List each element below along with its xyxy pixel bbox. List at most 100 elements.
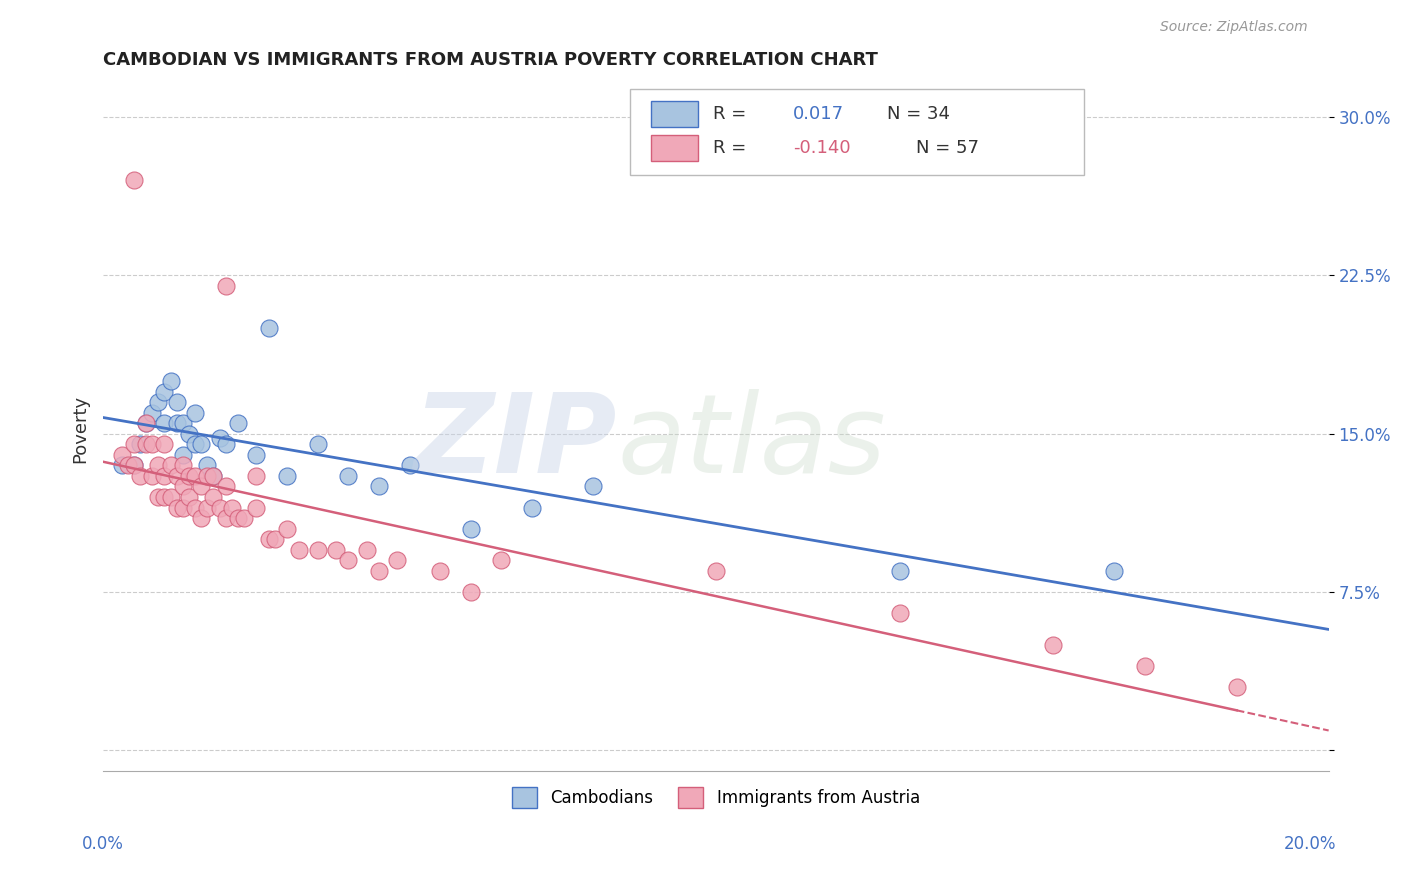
Point: [398, 458, 420, 473]
Point: [184, 469, 207, 483]
Point: [141, 469, 163, 483]
Point: [190, 511, 212, 525]
Text: 20.0%: 20.0%: [1284, 835, 1337, 853]
Point: [704, 564, 727, 578]
Point: [159, 490, 181, 504]
Point: [245, 500, 267, 515]
Point: [221, 500, 243, 515]
Point: [153, 469, 176, 483]
Text: Source: ZipAtlas.com: Source: ZipAtlas.com: [1160, 21, 1308, 34]
Bar: [651, 135, 697, 161]
Point: [128, 469, 150, 483]
Point: [159, 458, 181, 473]
Point: [153, 384, 176, 399]
Point: [460, 585, 482, 599]
Point: [166, 416, 188, 430]
Point: [122, 458, 145, 473]
Point: [226, 511, 249, 525]
Point: [226, 416, 249, 430]
Point: [128, 437, 150, 451]
Point: [520, 500, 543, 515]
Point: [172, 458, 194, 473]
Point: [276, 469, 298, 483]
Point: [166, 395, 188, 409]
Point: [166, 469, 188, 483]
Point: [172, 500, 194, 515]
Point: [184, 437, 207, 451]
Point: [356, 542, 378, 557]
Text: N = 57: N = 57: [915, 139, 979, 157]
Text: 0.017: 0.017: [793, 105, 844, 123]
Text: 0.0%: 0.0%: [82, 835, 124, 853]
Point: [337, 469, 360, 483]
Point: [1102, 564, 1125, 578]
Point: [166, 500, 188, 515]
Point: [337, 553, 360, 567]
Point: [190, 437, 212, 451]
Point: [387, 553, 409, 567]
Point: [325, 542, 347, 557]
Point: [159, 374, 181, 388]
Point: [177, 490, 200, 504]
Point: [1133, 658, 1156, 673]
Point: [276, 522, 298, 536]
Point: [367, 564, 389, 578]
Point: [148, 395, 170, 409]
Point: [215, 511, 238, 525]
Point: [177, 426, 200, 441]
Text: CAMBODIAN VS IMMIGRANTS FROM AUSTRIA POVERTY CORRELATION CHART: CAMBODIAN VS IMMIGRANTS FROM AUSTRIA POV…: [103, 51, 877, 69]
Text: N = 34: N = 34: [887, 105, 950, 123]
Legend: Cambodians, Immigrants from Austria: Cambodians, Immigrants from Austria: [505, 780, 927, 814]
Text: R =: R =: [713, 105, 752, 123]
Point: [257, 321, 280, 335]
Point: [122, 458, 145, 473]
Point: [177, 469, 200, 483]
Point: [172, 479, 194, 493]
Point: [184, 500, 207, 515]
Point: [195, 458, 218, 473]
Text: R =: R =: [713, 139, 752, 157]
Point: [153, 437, 176, 451]
Point: [141, 406, 163, 420]
Point: [202, 469, 225, 483]
Point: [153, 490, 176, 504]
Point: [110, 458, 132, 473]
Point: [1226, 680, 1249, 694]
Point: [110, 448, 132, 462]
Point: [215, 479, 238, 493]
Text: ZIP: ZIP: [415, 389, 617, 496]
Point: [889, 564, 911, 578]
Point: [208, 431, 231, 445]
Point: [122, 437, 145, 451]
Point: [141, 437, 163, 451]
Point: [233, 511, 256, 525]
Point: [135, 416, 157, 430]
Point: [245, 469, 267, 483]
Text: -0.140: -0.140: [793, 139, 851, 157]
Point: [215, 437, 238, 451]
Point: [148, 490, 170, 504]
Y-axis label: Poverty: Poverty: [72, 394, 89, 463]
Point: [153, 416, 176, 430]
Point: [117, 458, 139, 473]
Point: [307, 437, 329, 451]
Point: [889, 606, 911, 620]
Point: [195, 500, 218, 515]
Point: [135, 437, 157, 451]
Point: [184, 406, 207, 420]
Point: [582, 479, 605, 493]
Point: [491, 553, 513, 567]
Point: [208, 500, 231, 515]
Point: [148, 458, 170, 473]
Point: [288, 542, 311, 557]
Point: [460, 522, 482, 536]
Point: [190, 479, 212, 493]
Point: [367, 479, 389, 493]
Point: [195, 469, 218, 483]
Point: [257, 533, 280, 547]
Bar: [651, 102, 697, 128]
Point: [263, 533, 285, 547]
Point: [202, 469, 225, 483]
Point: [215, 279, 238, 293]
Point: [429, 564, 451, 578]
